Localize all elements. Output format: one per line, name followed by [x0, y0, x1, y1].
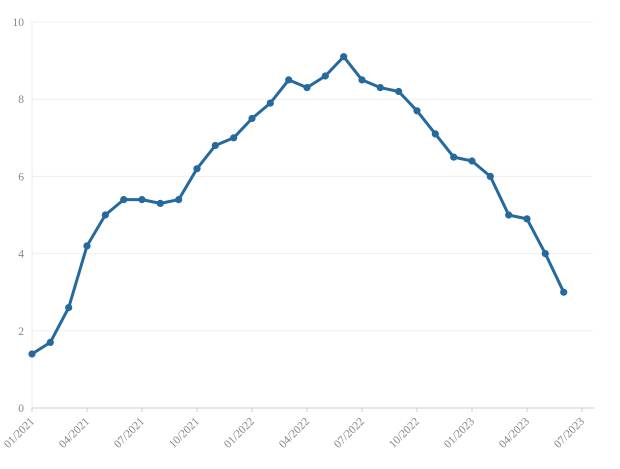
data-point [413, 107, 421, 115]
data-point [120, 196, 128, 204]
data-point [321, 72, 329, 80]
x-tick-label: 04/2022 [277, 415, 312, 450]
data-point [28, 350, 36, 358]
data-point [285, 76, 293, 84]
y-tick-label: 0 [18, 403, 24, 415]
x-tick-label: 01/2022 [222, 415, 257, 450]
x-tick-label: 07/2023 [552, 415, 587, 450]
data-point [46, 338, 54, 346]
x-tick-label: 01/2021 [2, 415, 37, 450]
data-point [560, 288, 568, 296]
x-tick-label: 10/2022 [387, 415, 422, 450]
data-point [248, 114, 256, 123]
x-tick-label: 10/2021 [167, 415, 202, 450]
data-point [376, 84, 384, 92]
data-point [101, 211, 109, 219]
x-tick-label: 04/2023 [497, 415, 532, 450]
data-point [230, 134, 238, 142]
data-point [175, 196, 183, 204]
data-point [431, 130, 439, 138]
data-point [138, 196, 146, 204]
data-point [358, 76, 366, 84]
data-point [450, 153, 458, 161]
data-line [30, 55, 566, 356]
x-tick-label: 07/2021 [112, 415, 147, 450]
data-point [505, 211, 513, 219]
data-point [468, 157, 476, 165]
data-point [541, 250, 549, 258]
data-point [486, 172, 494, 180]
y-tick-label: 6 [18, 171, 24, 183]
data-point [211, 141, 219, 150]
y-tick-label: 4 [18, 249, 24, 261]
data-point [303, 84, 311, 92]
data-point [65, 304, 73, 312]
x-tick-label: 07/2022 [332, 415, 367, 450]
y-tick-label: 2 [18, 326, 24, 338]
data-point [395, 87, 403, 96]
data-point [193, 165, 201, 173]
data-point [83, 242, 91, 250]
data-point [156, 199, 164, 207]
data-point [340, 53, 348, 61]
data-point [523, 215, 531, 223]
x-tick-label: 01/2023 [442, 415, 477, 450]
x-tick-label: 04/2021 [57, 415, 92, 450]
data-point [266, 99, 274, 107]
y-tick-label: 8 [18, 94, 24, 106]
y-tick-label: 10 [13, 17, 25, 29]
